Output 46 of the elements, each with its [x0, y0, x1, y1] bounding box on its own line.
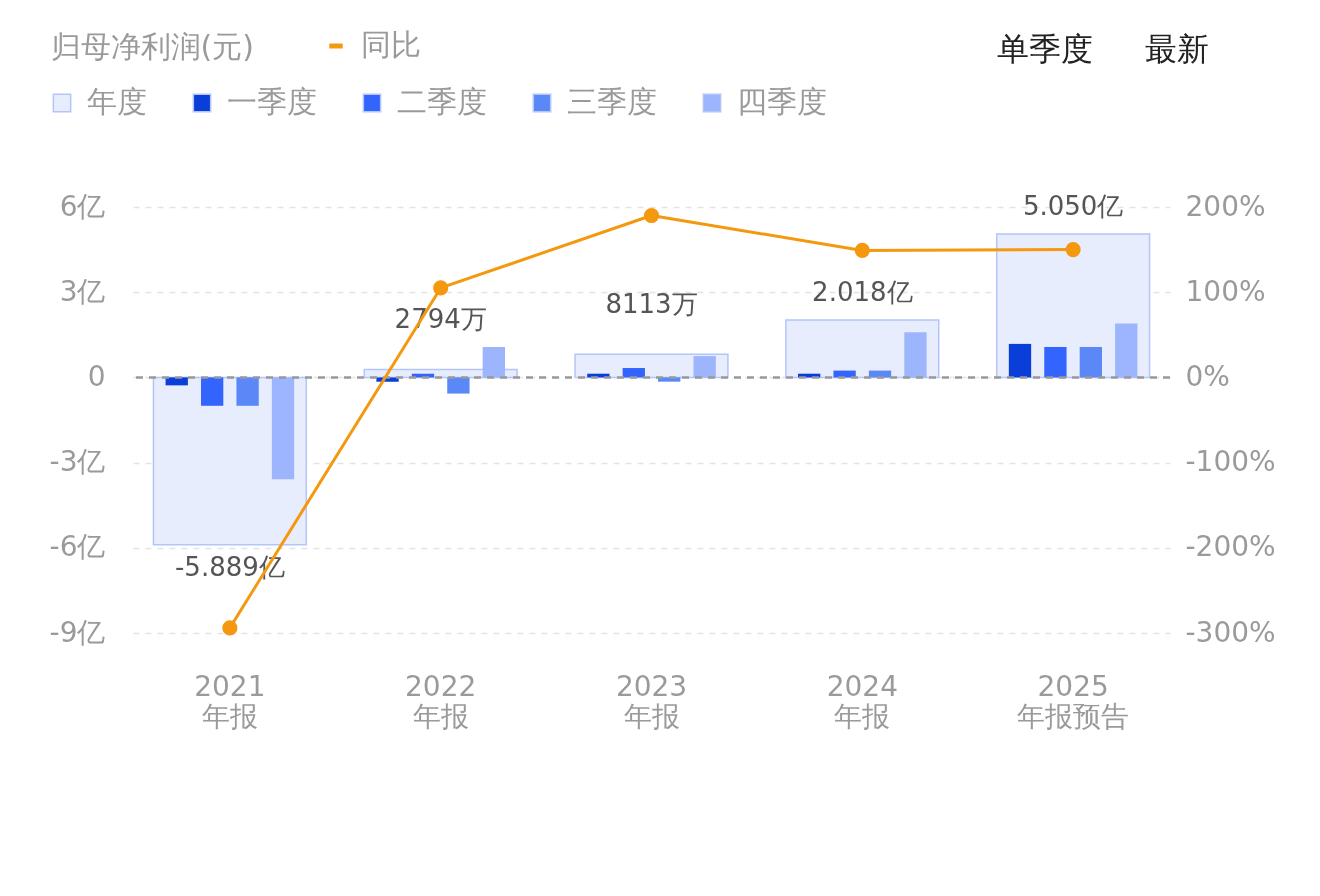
bar — [693, 356, 716, 378]
bar — [904, 332, 927, 378]
point — [433, 280, 449, 296]
bar — [1044, 347, 1067, 378]
annotation: 8113万 — [605, 289, 698, 320]
x-tick-label: 2024 年报 — [826, 669, 898, 733]
bar — [271, 377, 295, 480]
x-tick-label: 2022 年报 — [405, 669, 477, 733]
bar — [1115, 323, 1138, 378]
x-tick-label: 2023 年报 — [615, 669, 688, 733]
text: 单季度 — [997, 30, 1093, 68]
bar — [1008, 343, 1032, 378]
data-label: 2.018亿 — [812, 277, 913, 308]
text: 最新 — [1145, 30, 1209, 68]
legend-label: 三季度 — [567, 84, 657, 119]
legend-label: 一季度 — [227, 84, 317, 119]
y2-tick-label: 0% — [1185, 359, 1230, 393]
y-tick-label: -6亿 — [49, 530, 106, 564]
point — [643, 207, 660, 224]
bar — [447, 377, 470, 394]
y2-tick-label: 100% — [1185, 274, 1266, 308]
legend-label: 同比 — [361, 27, 421, 62]
y2-tick-label: 200% — [1185, 189, 1266, 223]
y-axis-title: 归母净利润(元) — [50, 28, 254, 64]
bar — [200, 377, 224, 406]
point — [222, 620, 238, 636]
legend-label: 二季度 — [397, 84, 487, 119]
y-tick-label: 0 — [87, 359, 106, 393]
point — [854, 242, 870, 259]
y2-tick-label: -100% — [1185, 445, 1276, 479]
x-tick-label: 2025 年报预告 — [1017, 669, 1130, 733]
bar — [482, 347, 505, 378]
bar — [236, 377, 259, 406]
point — [1065, 242, 1081, 258]
x-tick-label: 2021 年报 — [194, 669, 266, 733]
y-tick-label: -9亿 — [49, 615, 106, 649]
y2-tick-label: -300% — [1185, 615, 1276, 649]
legend-label: 四季度 — [737, 84, 827, 119]
y-tick-label: 6亿 — [59, 189, 106, 223]
bar — [1079, 347, 1103, 378]
y2-tick-label: -200% — [1185, 530, 1276, 564]
y-tick-label: 3亿 — [59, 274, 106, 308]
bar — [622, 368, 645, 378]
data-label: 5.050亿 — [1022, 190, 1124, 221]
legend-label: 年度 — [87, 84, 147, 119]
y-tick-label: -3亿 — [49, 445, 106, 479]
